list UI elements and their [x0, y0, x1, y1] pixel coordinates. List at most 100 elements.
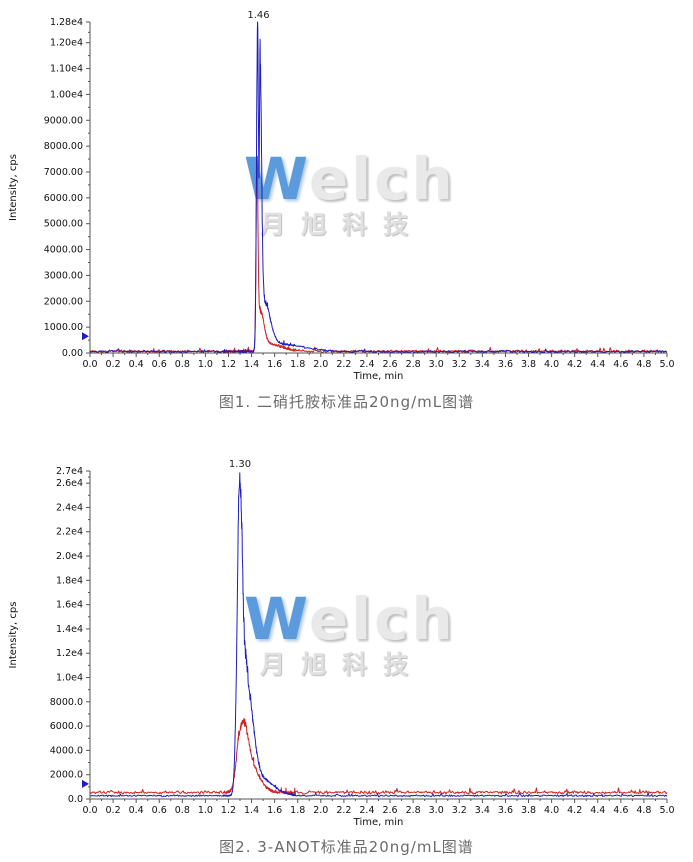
y-axis-title: Intensity, cps [8, 602, 19, 669]
y-tick-label: 2.6e4 [56, 478, 83, 489]
x-tick-label: 1.4 [244, 805, 259, 816]
x-tick-label: 3.0 [429, 805, 444, 816]
figure-1-caption: 图1. 二硝托胺标准品20ng/mL图谱 [218, 393, 475, 411]
x-tick-label: 1.6 [267, 805, 282, 816]
x-tick-label: 3.0 [429, 359, 444, 370]
x-tick-label: 3.2 [452, 805, 467, 816]
y-tick-label: 3000.00 [44, 270, 83, 281]
y-tick-label: 1.6e4 [56, 600, 83, 611]
mrm-trace-red [89, 155, 668, 354]
x-tick-label: 4.0 [544, 805, 559, 816]
x-tick-label: 3.6 [498, 805, 513, 816]
chromatogram-1-plot: 1.28e4 1.20e4 1.10e4 1.00e4 9000.00 8000.00 70… [8, 10, 675, 382]
x-tick-label: 4.6 [613, 359, 628, 370]
x-tick-label: 3.8 [521, 805, 536, 816]
mrm-trace-red [89, 717, 668, 795]
y-tick-label: 1.28e4 [50, 17, 83, 28]
x-axis-title: Time, min [353, 371, 404, 382]
x-tick-label: 1.4 [244, 359, 259, 370]
x-tick-label: 1.6 [267, 359, 282, 370]
x-tick-label: 3.4 [475, 359, 490, 370]
y-tick-label: 1.10e4 [50, 64, 83, 75]
x-tick-label: 1.2 [221, 359, 236, 370]
y-tick-label: 1000.00 [44, 322, 83, 333]
peak-rt-label: 1.30 [229, 459, 251, 470]
y-tick-label: 1.4e4 [56, 624, 83, 635]
y-tick-label: 5000.00 [44, 219, 83, 230]
y-tick-label: 1.8e4 [56, 575, 83, 586]
x-tick-label: 4.0 [544, 359, 559, 370]
x-tick-label: 4.2 [567, 359, 582, 370]
y-tick-label: 2000.00 [44, 296, 83, 307]
x-tick-label: 2.0 [313, 359, 328, 370]
x-tick-label: 0.0 [82, 359, 97, 370]
x-tick-label: 2.6 [382, 805, 397, 816]
x-tick-label: 4.6 [613, 805, 628, 816]
x-tick-label: 0.8 [175, 805, 190, 816]
x-tick-label: 0.4 [129, 805, 144, 816]
x-tick-label: 2.8 [406, 805, 421, 816]
x-tick-label: 5.0 [659, 805, 674, 816]
x-tick-label: 0.6 [152, 359, 167, 370]
x-tick-label: 0.2 [106, 805, 121, 816]
x-tick-label: 2.4 [359, 805, 374, 816]
figure-2: Welch 月旭科技 2.7e4 2.6e4 2.4e4 2.2e4 2.0e4 1.8e… [0, 440, 693, 836]
overflow-marker-icon [82, 779, 89, 788]
x-tick-label: 1.0 [198, 805, 213, 816]
x-tick-label: 1.2 [221, 805, 236, 816]
x-tick-label: 0.2 [106, 359, 121, 370]
x-tick-label: 1.0 [198, 359, 213, 370]
x-tick-label: 2.8 [406, 359, 421, 370]
figure-1: Welch 月旭科技 1.28e4 1.20e4 1.10e4 1.00e4 9000.… [0, 0, 693, 392]
x-tick-label: 2.2 [336, 359, 351, 370]
x-tick-label: 3.2 [452, 359, 467, 370]
x-tick-label: 4.4 [590, 805, 605, 816]
y-tick-label: 9000.00 [44, 115, 83, 126]
x-tick-label: 4.8 [636, 359, 651, 370]
y-tick-label: 6000.00 [44, 193, 83, 204]
y-tick-label: 2.2e4 [56, 527, 83, 538]
x-tick-label: 4.2 [567, 805, 582, 816]
y-tick-label: 2.0e4 [56, 551, 83, 562]
x-tick-label: 1.8 [290, 359, 305, 370]
x-tick-label: 0.0 [82, 805, 97, 816]
peak-rt-label: 1.46 [247, 10, 269, 21]
x-axis-title: Time, min [353, 817, 404, 828]
x-tick-label: 2.0 [313, 805, 328, 816]
y-axis-title: Intensity, cps [8, 154, 19, 221]
x-tick-label: 3.6 [498, 359, 513, 370]
x-tick-label: 1.8 [290, 805, 305, 816]
y-tick-label: 7000.00 [44, 167, 83, 178]
x-tick-label: 3.8 [521, 359, 536, 370]
figure-2-caption: 图2. 3-ANOT标准品20ng/mL图谱 [219, 838, 474, 856]
y-tick-label: 8000.00 [44, 141, 83, 152]
y-tick-label: 1.00e4 [50, 89, 83, 100]
mrm-trace-blue [89, 472, 668, 798]
y-tick-label: 8000.0 [50, 697, 83, 708]
y-tick-label: 0.00 [62, 348, 83, 359]
y-tick-label: 6000.0 [50, 721, 83, 732]
x-tick-label: 5.0 [659, 359, 674, 370]
mrm-trace-blue [89, 21, 668, 354]
y-tick-label: 2.7e4 [56, 466, 83, 477]
y-tick-label: 2.4e4 [56, 502, 83, 513]
y-tick-label: 1.0e4 [56, 673, 83, 684]
y-tick-label: 1.20e4 [50, 38, 83, 49]
y-tick-label: 0.0 [68, 794, 83, 805]
x-tick-label: 2.6 [382, 359, 397, 370]
x-tick-label: 0.8 [175, 359, 190, 370]
y-tick-label: 1.2e4 [56, 648, 83, 659]
overflow-marker-icon [82, 332, 89, 341]
x-tick-label: 4.8 [636, 805, 651, 816]
x-tick-label: 3.4 [475, 805, 490, 816]
y-tick-label: 4000.0 [50, 745, 83, 756]
x-tick-label: 0.4 [129, 359, 144, 370]
y-tick-label: 2000.0 [50, 770, 83, 781]
x-tick-label: 2.4 [359, 359, 374, 370]
x-tick-label: 0.6 [152, 805, 167, 816]
x-tick-label: 4.4 [590, 359, 605, 370]
x-tick-label: 2.2 [336, 805, 351, 816]
y-tick-label: 4000.00 [44, 245, 83, 256]
